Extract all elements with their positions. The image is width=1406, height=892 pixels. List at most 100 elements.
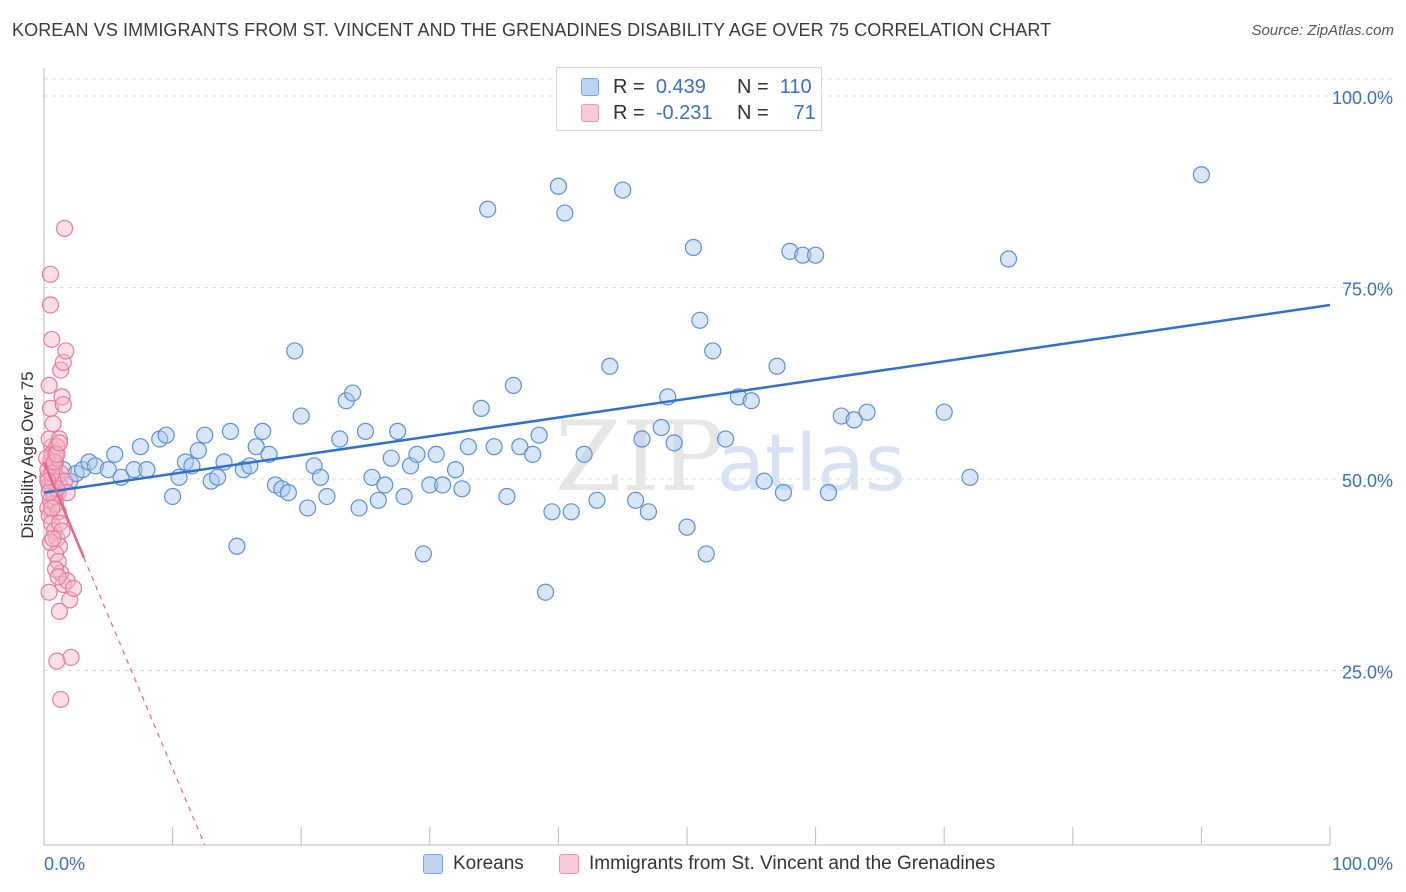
immigrant-point: [57, 342, 75, 360]
korean-point: [614, 181, 632, 199]
korean-point: [633, 430, 651, 448]
chart-title: KOREAN VS IMMIGRANTS FROM ST. VINCENT AN…: [12, 20, 1052, 40]
korean-point: [164, 487, 182, 506]
immigrant-point: [43, 330, 61, 349]
n-label: N =: [736, 101, 769, 124]
korean-point: [652, 418, 670, 437]
korean-point: [678, 518, 696, 536]
legend-label: Immigrants from St. Vincent and the Gren…: [589, 853, 996, 874]
korean-point: [221, 422, 240, 440]
korean-point: [684, 238, 703, 257]
korean-point: [382, 449, 400, 467]
immigrant-point: [50, 434, 69, 452]
korean-point: [530, 426, 548, 444]
korean-point: [562, 503, 580, 521]
immigrants-trend-line: [42, 461, 86, 559]
korean-point: [389, 422, 407, 440]
korean-point: [935, 403, 953, 421]
korean-point: [845, 411, 863, 429]
immigrant-point: [50, 602, 69, 620]
r-label: R =: [613, 75, 645, 98]
immigrant-point: [52, 690, 70, 709]
korean-point: [697, 545, 715, 563]
y-tick-label: 100.0%: [1332, 88, 1393, 108]
korean-point: [241, 457, 259, 475]
korean-point: [1192, 166, 1211, 184]
korean-point: [556, 204, 574, 222]
korean-point: [421, 476, 439, 494]
korean-point: [228, 537, 246, 555]
korean-point: [286, 342, 304, 360]
x-tick-label: 100.0%: [1332, 854, 1393, 874]
korean-point: [157, 426, 175, 444]
r-value: -0.231: [655, 101, 713, 124]
korean-point: [86, 457, 105, 475]
korean-point: [498, 487, 516, 506]
immigrant-point: [41, 399, 60, 417]
series-koreans: [48, 166, 1211, 601]
immigrant-point: [48, 652, 66, 670]
korean-point: [299, 499, 317, 517]
n-label: N =: [736, 75, 769, 98]
korean-point: [344, 384, 362, 402]
watermark-atlas: atlas: [717, 419, 906, 509]
korean-point: [427, 445, 445, 463]
korean-point: [601, 357, 619, 375]
korean-point: [254, 422, 272, 440]
korean-point: [125, 461, 143, 479]
immigrant-point: [41, 265, 60, 283]
immigrant-point: [44, 529, 62, 548]
korean-point: [408, 445, 426, 463]
korean-point: [434, 476, 452, 494]
y-tick-label: 50.0%: [1342, 471, 1393, 491]
korean-point: [524, 445, 542, 463]
immigrant-point: [44, 415, 62, 433]
legend-item-koreans: Koreans: [423, 851, 524, 877]
korean-point: [961, 468, 979, 486]
korean-point: [832, 407, 850, 425]
koreans-trend-line: [43, 303, 1331, 494]
korean-point: [459, 438, 477, 456]
korean-point: [247, 438, 265, 456]
korean-point: [588, 491, 606, 509]
korean-point: [189, 441, 207, 460]
korean-point: [704, 342, 722, 360]
y-axis-label: Disability Age Over 75: [18, 371, 37, 538]
korean-point: [768, 357, 786, 375]
pink-swatch: [559, 854, 579, 874]
n-value: 71: [793, 101, 816, 124]
r-label: R =: [613, 101, 645, 124]
y-tick-labels: 100.0% 75.0% 50.0% 25.0%: [1332, 88, 1393, 683]
immigrant-point: [49, 568, 67, 586]
immigrant-point: [54, 395, 72, 414]
korean-point: [575, 445, 593, 463]
immigrant-point: [55, 219, 74, 237]
korean-point: [479, 200, 497, 218]
korean-point: [395, 487, 413, 506]
legend-item-immigrants: Immigrants from St. Vincent and the Gren…: [559, 851, 995, 877]
korean-point: [819, 484, 838, 502]
korean-point: [292, 407, 310, 425]
korean-point: [794, 246, 812, 264]
korean-point: [446, 461, 465, 479]
source-label: Source: ZipAtlas.com: [1251, 22, 1394, 39]
immigrant-point: [43, 499, 61, 517]
legend-label: Koreans: [453, 853, 524, 874]
korean-point: [99, 461, 117, 479]
x-tick-labels: 0.0% 100.0%: [44, 854, 1393, 874]
legend-row-immigrants: R = -0.231 N = 71: [581, 101, 816, 125]
korean-point: [511, 438, 529, 456]
watermark: ZIP atlas: [555, 401, 906, 513]
korean-point: [626, 491, 645, 509]
gridlines: [44, 78, 1393, 671]
korean-point: [742, 392, 760, 410]
korean-point: [999, 250, 1018, 268]
immigrants-trend-extension: [83, 557, 206, 846]
y-tick-label: 25.0%: [1342, 663, 1393, 683]
korean-point: [376, 476, 394, 494]
korean-point: [106, 445, 124, 463]
korean-point: [331, 430, 349, 448]
korean-point: [356, 422, 375, 440]
korean-point: [536, 583, 555, 601]
